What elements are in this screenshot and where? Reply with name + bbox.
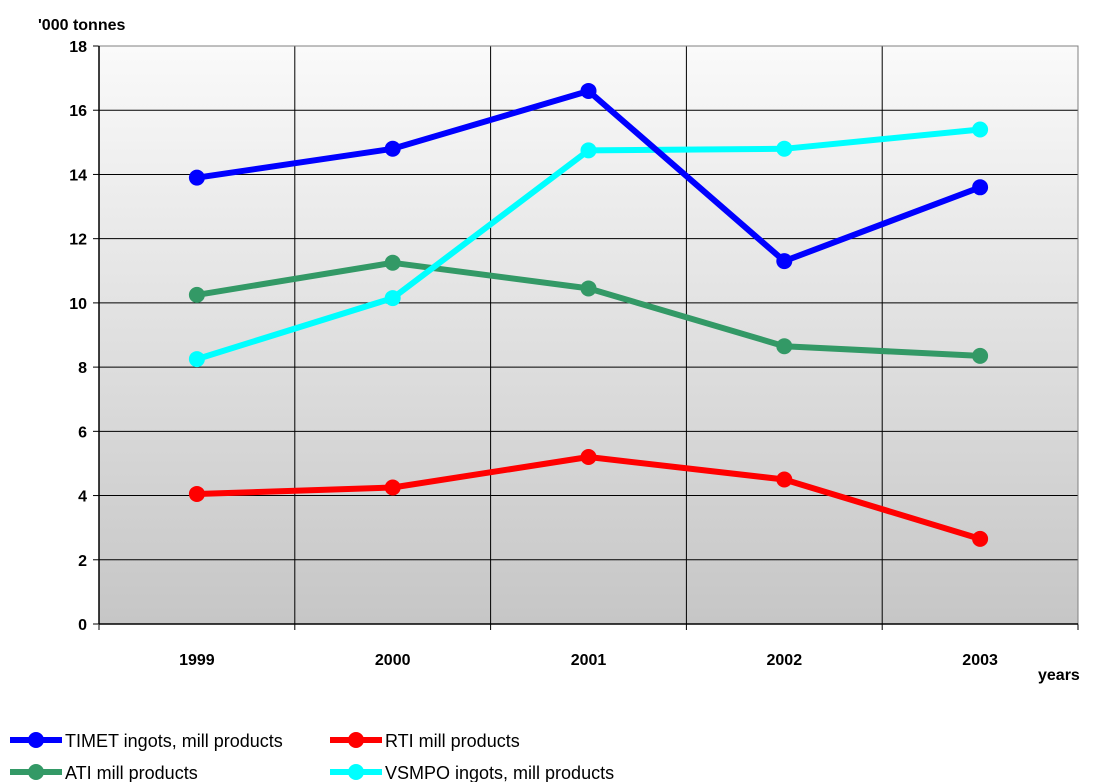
y-tick-labels: 0 2 4 6 8 10 12 14 16 18 <box>69 39 87 634</box>
data-point <box>776 338 793 355</box>
y-tick-label: 8 <box>78 360 87 377</box>
y-tick-label: 10 <box>69 296 87 313</box>
x-axis-title: years <box>1038 667 1080 684</box>
legend-item: RTI mill products <box>330 731 520 751</box>
x-tick-label: 2000 <box>375 652 411 669</box>
y-tick-label: 12 <box>69 232 87 249</box>
y-tick-label: 4 <box>78 489 87 506</box>
x-tick-label: 2003 <box>962 652 998 669</box>
y-tick-label: 18 <box>69 39 87 56</box>
data-point <box>580 280 597 297</box>
data-point <box>384 254 401 271</box>
data-point <box>580 142 597 159</box>
y-axis-title: '000 tonnes <box>38 17 125 34</box>
legend-item: ATI mill products <box>10 763 198 782</box>
legend-label: RTI mill products <box>385 731 520 751</box>
data-point <box>188 485 205 502</box>
data-point <box>972 347 989 364</box>
legend-item: TIMET ingots, mill products <box>10 731 283 751</box>
data-point <box>580 449 597 466</box>
data-point <box>580 82 597 99</box>
y-tick-label: 16 <box>69 103 87 120</box>
y-tick-label: 2 <box>78 553 87 570</box>
y-tick-label: 14 <box>69 167 87 184</box>
legend: TIMET ingots, mill products RTI mill prod… <box>10 731 614 782</box>
data-point <box>972 121 989 138</box>
series-lines <box>188 82 989 547</box>
data-point <box>188 351 205 368</box>
y-tick-label: 0 <box>78 617 87 634</box>
data-point <box>972 530 989 547</box>
data-point <box>384 290 401 307</box>
axes <box>93 45 1079 630</box>
legend-swatch-marker <box>348 764 364 780</box>
data-point <box>384 140 401 157</box>
data-point <box>776 471 793 488</box>
legend-item: VSMPO ingots, mill products <box>330 763 614 782</box>
data-point <box>972 179 989 196</box>
x-tick-label: 1999 <box>179 652 215 669</box>
legend-swatch-marker <box>28 764 44 780</box>
data-point <box>776 253 793 270</box>
x-tick-label: 2002 <box>767 652 803 669</box>
legend-label: ATI mill products <box>65 763 198 782</box>
data-point <box>776 140 793 157</box>
legend-swatch-marker <box>28 732 44 748</box>
legend-swatch-marker <box>348 732 364 748</box>
y-tick-label: 6 <box>78 424 87 441</box>
x-tick-labels: 1999 2000 2001 2002 2003 <box>179 652 998 669</box>
data-point <box>384 479 401 496</box>
legend-label: VSMPO ingots, mill products <box>385 763 614 782</box>
x-tick-label: 2001 <box>571 652 607 669</box>
data-point <box>188 169 205 186</box>
data-point <box>188 286 205 303</box>
plot-area <box>99 46 1078 624</box>
legend-label: TIMET ingots, mill products <box>65 731 283 751</box>
